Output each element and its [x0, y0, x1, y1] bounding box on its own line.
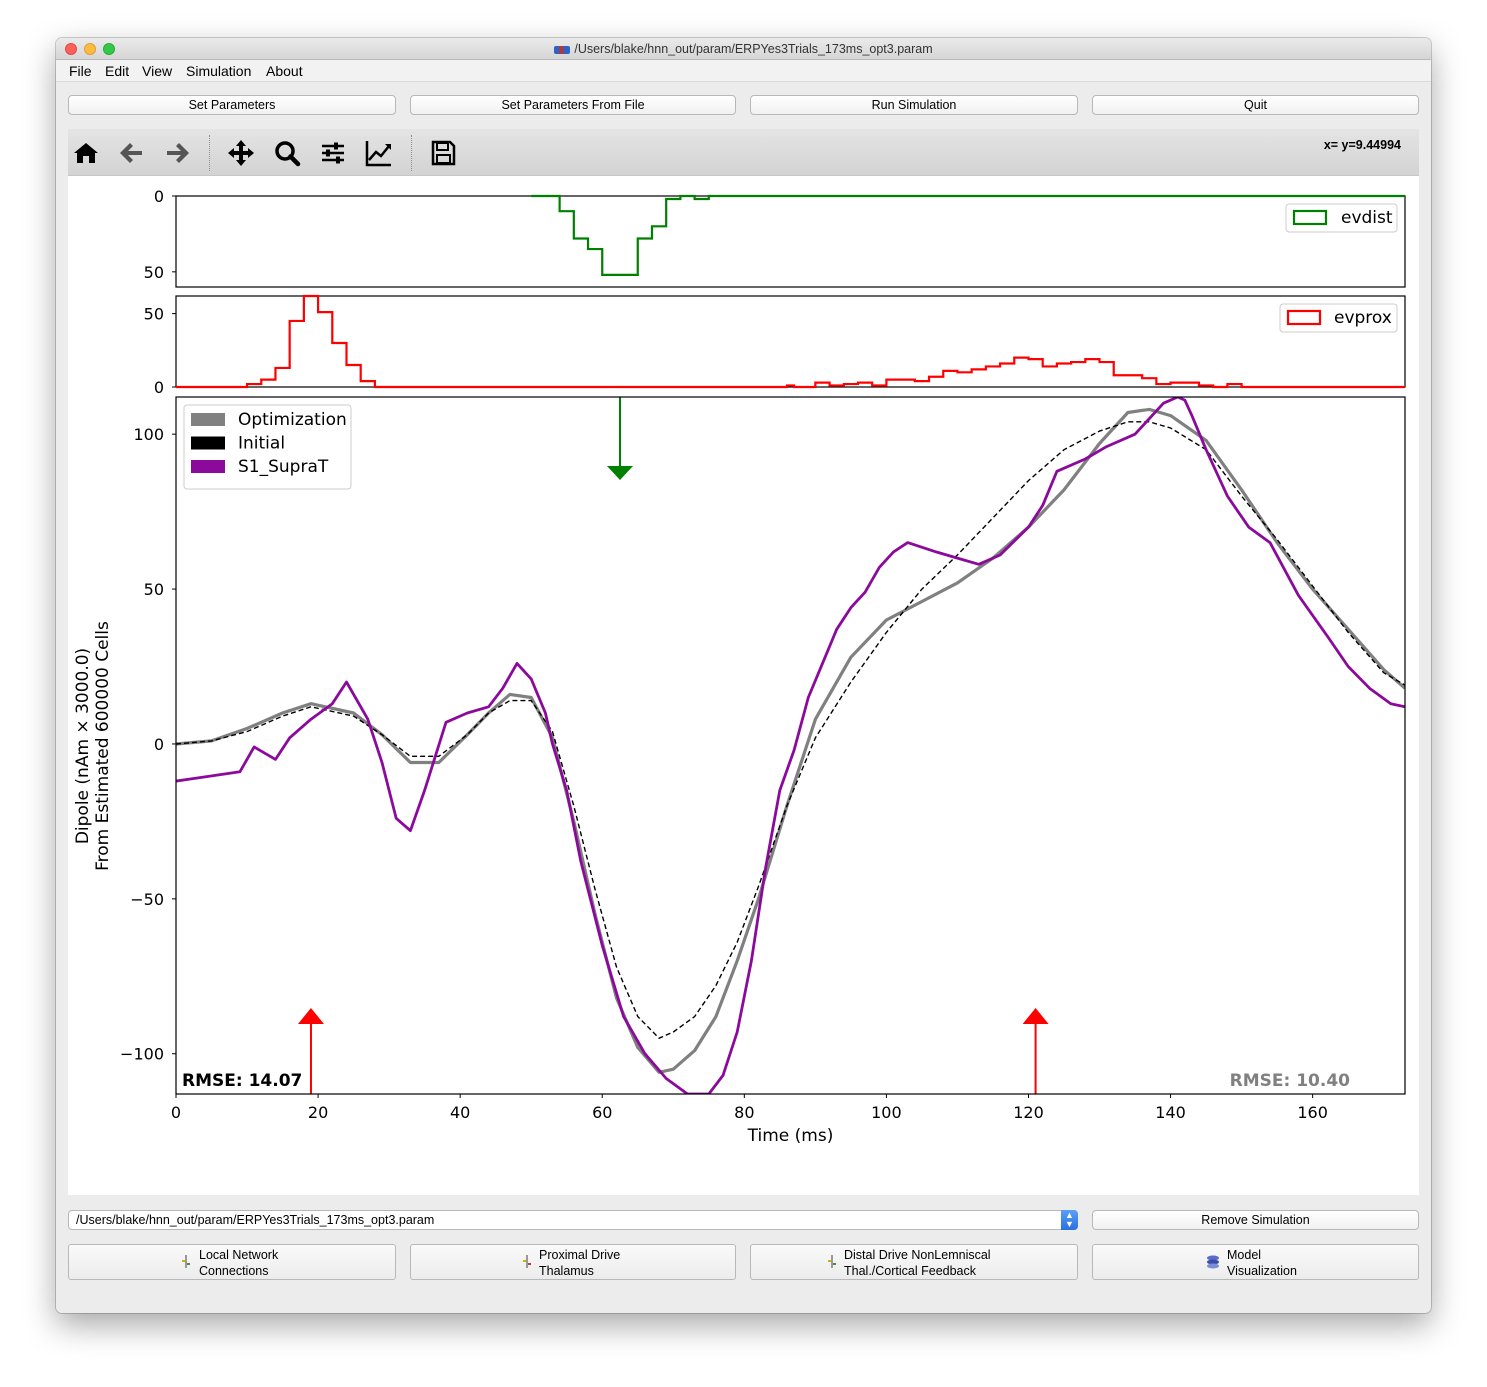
plot-canvas[interactable]: 0 50 evdist 50 0 evprox 100 50 0 −50 −100 0 20 40 60 80…: [68, 176, 1419, 1195]
simulation-file-select[interactable]: /Users/blake/hnn_out/param/ERPYes3Trials…: [68, 1210, 1078, 1230]
distal-drive-arrow-head: [607, 466, 634, 480]
window-title: /Users/blake/hnn_out/param/ERPYes3Trials…: [56, 42, 1431, 56]
legend-label-optimization: Optimization: [238, 410, 347, 430]
y-axis-label-line2: From Estimated 600000 Cells: [93, 621, 113, 871]
y-tick-label: 100: [133, 425, 164, 444]
rmse-optimization-label: RMSE: 10.40: [1230, 1071, 1351, 1091]
legend-label-initial: Initial: [238, 434, 285, 454]
x-tick-label: 140: [1155, 1103, 1186, 1122]
run-simulation-button[interactable]: Run Simulation: [750, 95, 1078, 115]
maximize-window-button[interactable]: [103, 43, 115, 55]
legend-swatch-s1-suprat: [191, 460, 225, 473]
window-title-text: /Users/blake/hnn_out/param/ERPYes3Trials…: [574, 42, 933, 56]
button-label-line2: Visualization: [1227, 1264, 1297, 1278]
series-s1-suprat-line: [176, 397, 1405, 1094]
y-tick-label: 0: [154, 187, 164, 206]
dipole-legend-box: [183, 404, 352, 490]
series-optimization-line: [176, 407, 1405, 1074]
y-tick-label: 0: [154, 378, 164, 397]
home-icon[interactable]: [70, 137, 102, 169]
menu-bar: File Edit View Simulation About: [56, 60, 1431, 82]
toolbar-separator: [209, 135, 210, 171]
proximal-drive-arrow-head: [297, 1008, 324, 1024]
toolbar-separator: [411, 135, 412, 171]
legend-swatch-initial: [191, 436, 225, 450]
network-icon: [828, 1255, 836, 1268]
simulation-file-select-value: /Users/blake/hnn_out/param/ERPYes3Trials…: [76, 1213, 435, 1227]
button-label-line2: Thalamus: [539, 1264, 594, 1278]
distal-drive-button[interactable]: Distal Drive NonLemniscal Thal./Cortical …: [750, 1244, 1078, 1280]
evdist-legend-swatch: [1292, 209, 1328, 226]
y-axis-label-line1: Dipole (nAm × 3000.0): [73, 648, 93, 844]
x-tick-label: 120: [1013, 1103, 1044, 1122]
button-label-line1: Proximal Drive: [539, 1248, 621, 1262]
menu-about[interactable]: About: [266, 63, 303, 79]
y-tick-label: −50: [130, 890, 164, 909]
button-label-line2: Thal./Cortical Feedback: [844, 1264, 977, 1278]
x-tick-label: 20: [308, 1103, 328, 1122]
axes-edit-icon[interactable]: [363, 137, 395, 169]
back-arrow-icon[interactable]: [116, 137, 148, 169]
local-network-connections-button[interactable]: Local Network Connections: [68, 1244, 396, 1280]
x-tick-label: 0: [171, 1103, 181, 1122]
set-parameters-button[interactable]: Set Parameters: [68, 95, 396, 115]
y-tick-label: −100: [120, 1045, 164, 1064]
evdist-legend-label: evdist: [1341, 208, 1393, 228]
y-tick-label: 50: [144, 263, 164, 282]
evprox-legend-label: evprox: [1334, 308, 1392, 328]
remove-simulation-button[interactable]: Remove Simulation: [1092, 1210, 1419, 1230]
model-icon: [1207, 1255, 1219, 1269]
proximal-drive-arrow-head: [1022, 1008, 1049, 1024]
plot-toolbar: x= y=9.44994: [68, 129, 1419, 176]
hnn-logo-icon: [554, 45, 571, 54]
legend-swatch-optimization: [191, 413, 225, 426]
plot-figure[interactable]: 0 50 evdist 50 0 evprox 100 50 0 −50 −100 0 20 40 60 80…: [68, 176, 1419, 1195]
evdist-histogram-line: [531, 194, 1405, 276]
button-label-line1: Local Network: [199, 1248, 279, 1262]
y-tick-label: 0: [154, 735, 164, 754]
set-parameters-from-file-button[interactable]: Set Parameters From File: [410, 95, 736, 115]
title-bar[interactable]: /Users/blake/hnn_out/param/ERPYes3Trials…: [56, 38, 1431, 60]
forward-arrow-icon[interactable]: [161, 137, 193, 169]
network-icon: [523, 1255, 531, 1268]
distal-axes-frame: [175, 195, 1406, 288]
menu-edit[interactable]: Edit: [105, 63, 130, 79]
menu-file[interactable]: File: [69, 63, 92, 79]
menu-simulation[interactable]: Simulation: [186, 63, 252, 79]
x-tick-label: 40: [450, 1103, 470, 1122]
y-tick-label: 50: [144, 305, 164, 324]
subplots-config-icon[interactable]: [317, 137, 349, 169]
coordinate-readout: x= y=9.44994: [1323, 138, 1401, 152]
menu-view[interactable]: View: [142, 63, 173, 79]
minimize-window-button[interactable]: [84, 43, 96, 55]
dipole-axes-frame: [175, 396, 1406, 1095]
series-initial-line: [176, 421, 1405, 1039]
model-visualization-button[interactable]: Model Visualization: [1092, 1244, 1419, 1280]
button-label-line1: Model: [1227, 1248, 1262, 1262]
rmse-initial-label: RMSE: 14.07: [182, 1071, 302, 1091]
chevron-up-down-icon[interactable]: ▲ ▼: [1061, 1210, 1078, 1230]
evprox-histogram-line: [176, 294, 1405, 389]
y-tick-label: 50: [144, 580, 164, 599]
x-tick-label: 100: [871, 1103, 902, 1122]
x-axis-label: Time (ms): [747, 1126, 834, 1146]
proximal-drive-thalamus-button[interactable]: Proximal Drive Thalamus: [410, 1244, 736, 1280]
app-window: /Users/blake/hnn_out/param/ERPYes3Trials…: [56, 38, 1431, 1313]
quit-button[interactable]: Quit: [1092, 95, 1419, 115]
x-tick-label: 80: [734, 1103, 754, 1122]
zoom-icon[interactable]: [271, 137, 303, 169]
legend-label-s1-suprat: S1_SupraT: [238, 457, 329, 477]
button-label-line1: Distal Drive NonLemniscal: [844, 1248, 991, 1262]
close-window-button[interactable]: [65, 43, 77, 55]
save-icon[interactable]: [427, 137, 459, 169]
x-tick-label: 60: [592, 1103, 612, 1122]
button-label-line2: Connections: [199, 1264, 269, 1278]
proximal-axes-frame: [175, 295, 1406, 388]
pan-icon[interactable]: [225, 137, 257, 169]
network-icon: [182, 1255, 190, 1268]
x-tick-label: 160: [1297, 1103, 1328, 1122]
evprox-legend-swatch: [1286, 309, 1322, 326]
